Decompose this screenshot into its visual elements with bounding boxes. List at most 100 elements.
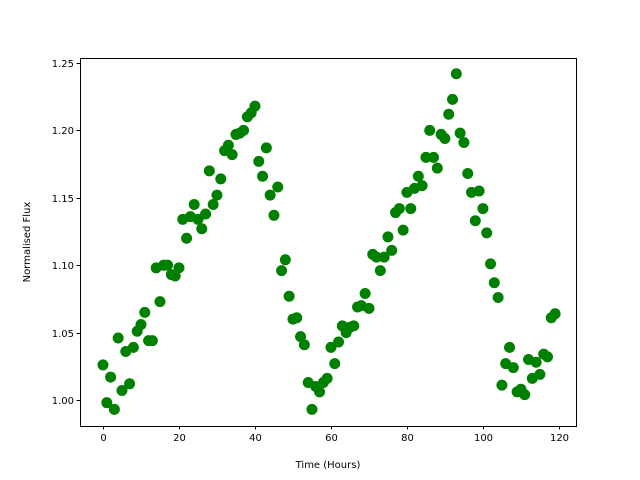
x-tick-label: 60 [325,433,338,444]
x-axis: 0 20 40 60 80 100 120 [100,426,569,444]
data-point [192,213,204,225]
data-point [348,320,360,332]
data-point [257,170,269,182]
data-point [306,403,318,415]
y-tick-label: 1.25 [52,59,74,70]
data-point [454,127,466,139]
x-axis-label: Time (Hours) [295,460,361,471]
data-point [447,93,459,105]
data-point [477,203,489,215]
data-point [314,386,326,398]
data-point [424,124,436,136]
data-point [139,306,151,318]
data-point [124,378,136,390]
y-tick-label: 1.00 [52,396,74,407]
data-points [97,68,561,415]
data-point [458,137,470,149]
data-point [530,356,542,368]
data-point [473,185,485,197]
data-point [382,231,394,243]
data-point [542,351,554,363]
data-point [428,151,440,163]
data-point [154,296,166,308]
data-point [329,358,341,370]
data-point [481,227,493,239]
data-point [492,292,504,304]
x-tick-label: 100 [474,433,493,444]
data-point [97,359,109,371]
data-point [226,149,238,161]
data-point [116,385,128,397]
data-point [298,339,310,351]
x-tick-label: 20 [173,433,186,444]
y-axis: 1.00 1.05 1.10 1.15 1.20 1.25 [52,59,80,407]
data-point [363,302,375,314]
data-point [162,259,174,271]
data-point [105,371,117,383]
data-point [276,265,288,277]
data-point [272,181,284,193]
data-point [443,108,455,120]
data-point [359,287,371,299]
data-point [146,335,158,347]
data-point [200,208,212,220]
data-point [378,251,390,263]
data-point [534,368,546,380]
data-point [264,189,276,201]
data-point [181,232,193,244]
data-point [279,254,291,266]
data-point [321,372,333,384]
data-point [397,224,409,236]
data-point [211,189,223,201]
data-point [371,251,383,263]
data-point [549,308,561,320]
data-point [253,155,265,167]
data-point [325,341,337,353]
data-point [135,318,147,330]
data-point [283,290,295,302]
data-point [504,341,516,353]
x-tick-label: 40 [249,433,262,444]
y-tick-label: 1.10 [52,261,74,272]
data-point [333,336,345,348]
data-point [188,199,200,211]
data-point [488,277,500,289]
data-point [249,100,261,112]
data-point [101,397,113,409]
data-point [112,332,124,344]
data-point [485,258,497,270]
data-point [450,68,462,80]
data-point [108,403,120,415]
data-point [386,244,398,256]
data-point [207,199,219,211]
data-point [412,170,424,182]
data-point [374,265,386,277]
data-point [222,139,234,151]
data-point [416,180,428,192]
data-point [238,124,250,136]
x-tick-label: 120 [550,433,569,444]
data-point [291,312,303,324]
y-axis-label: Normalised Flux [22,202,33,283]
data-point [469,215,481,227]
y-tick-label: 1.20 [52,126,74,137]
data-point [405,203,417,215]
data-point [260,142,272,154]
data-point [393,203,405,215]
data-point [462,168,474,180]
data-point [496,379,508,391]
data-point [439,132,451,144]
data-point [173,262,185,274]
x-tick-label: 0 [100,433,106,444]
data-point [268,209,280,221]
data-point [519,389,531,401]
data-point [507,362,519,374]
data-point [196,223,208,235]
y-tick-label: 1.15 [52,194,74,205]
data-point [420,151,432,163]
data-point [127,341,139,353]
data-point [215,173,227,185]
data-point [431,162,443,174]
y-tick-label: 1.05 [52,329,74,340]
